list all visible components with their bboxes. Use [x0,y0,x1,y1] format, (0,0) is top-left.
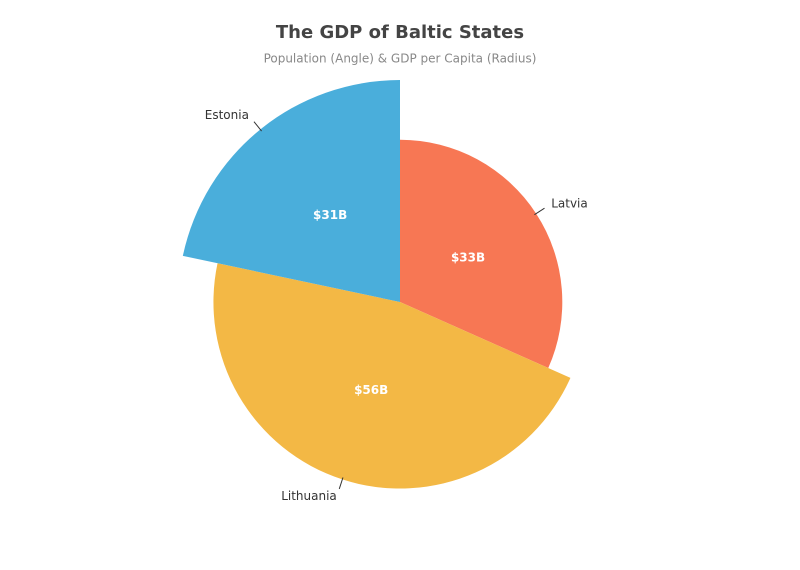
leader-line [338,477,344,490]
value-label: $31B [313,208,347,222]
leader-line [253,121,262,132]
category-label: Lithuania [281,489,337,503]
pie-slice [213,263,571,489]
pie-slice [182,80,400,302]
category-label: Estonia [205,108,249,122]
pie-slice [400,139,563,369]
value-label: $56B [354,383,388,397]
value-label: $33B [451,250,485,264]
category-label: Latvia [551,196,588,210]
leader-line [534,207,545,216]
chart-subtitle: Population (Angle) & GDP per Capita (Rad… [264,52,537,66]
chart-title: The GDP of Baltic States [276,22,524,43]
